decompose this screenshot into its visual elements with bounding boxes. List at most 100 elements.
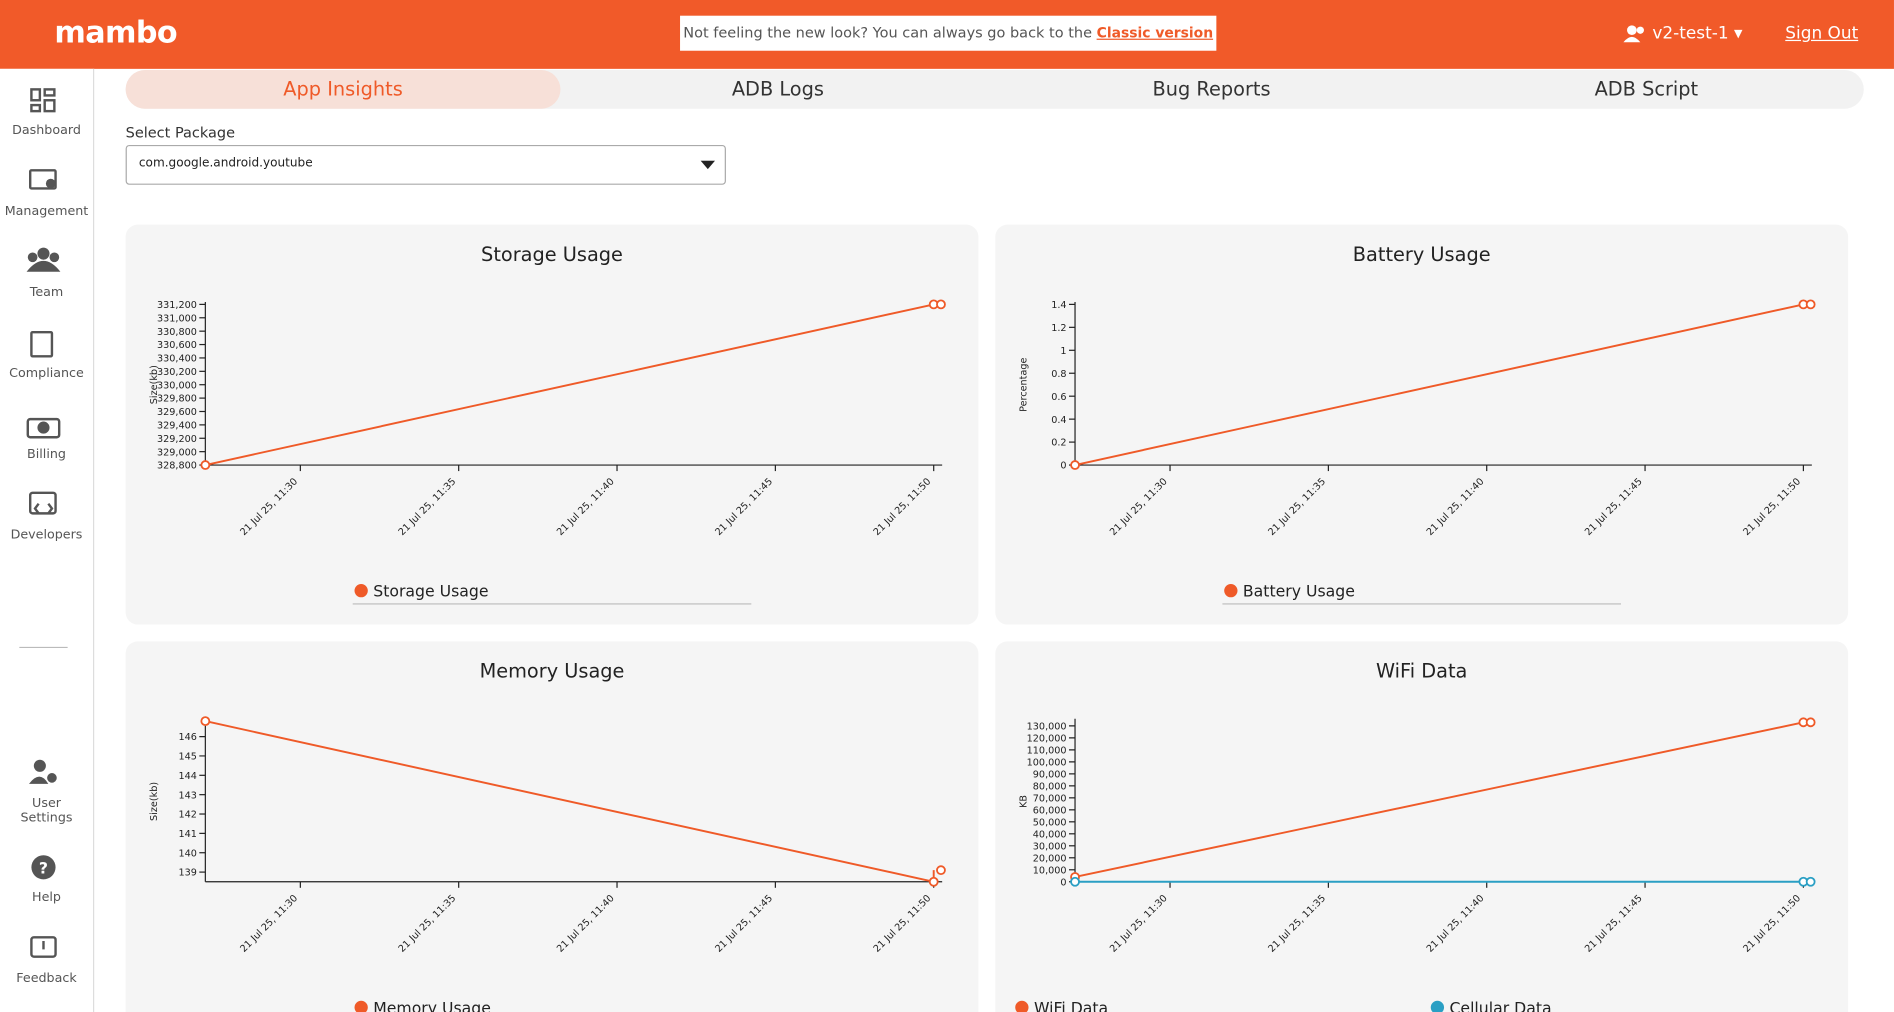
x-tick-label: 21 Jul 25, 11:30	[238, 476, 300, 538]
series-line	[1074, 303, 1804, 466]
y-axis-label: Percentage	[1019, 358, 1030, 412]
tab[interactable]: Bug Reports	[1152, 77, 1271, 101]
y-tick-label: 331,200	[157, 300, 197, 311]
sign-out[interactable]: Sign Out	[1785, 24, 1859, 44]
chart-card: Memory Usage Size(kb) 139 140 141 142 143 144 14…	[125, 641, 979, 1012]
nav-item[interactable]: Help	[32, 890, 61, 905]
y-axis-label: Size(kb)	[149, 365, 160, 404]
select-value: com.google.android.youtube	[138, 157, 313, 171]
select-label: Select Package	[125, 124, 236, 142]
tab[interactable]: App Insights	[125, 70, 561, 109]
nav-item[interactable]: Management	[4, 204, 89, 219]
tab[interactable]: ADB Logs	[731, 77, 824, 101]
nav-item[interactable]: Feedback	[16, 971, 77, 986]
classic-link[interactable]: Classic version	[1096, 24, 1214, 42]
data-point	[928, 876, 939, 887]
series-line	[205, 303, 934, 466]
y-tick-label: 30,000	[1033, 841, 1067, 852]
y-tick-label: 142	[178, 810, 196, 821]
chart-title: WiFi Data	[1376, 660, 1467, 683]
y-tick-label: 330,200	[157, 367, 197, 378]
y-tick-label: 329,600	[157, 407, 197, 418]
y-tick-label: 110,000	[1027, 746, 1067, 757]
data-point	[1805, 876, 1816, 887]
x-tick-label: 21 Jul 25, 11:35	[397, 893, 459, 955]
package-select[interactable]: com.google.android.youtube	[125, 144, 726, 185]
legend-marker	[1430, 1000, 1445, 1012]
x-tick-label: 21 Jul 25, 11:50	[872, 893, 934, 955]
y-tick-label: 0.8	[1051, 369, 1066, 380]
x-tick-label: 21 Jul 25, 11:40	[555, 893, 617, 955]
y-tick-label: 90,000	[1033, 769, 1067, 780]
logo[interactable]: mambo	[54, 14, 178, 50]
chart-title: Battery Usage	[1353, 243, 1491, 266]
tab[interactable]: ADB Script	[1594, 77, 1699, 101]
y-tick-label: 139	[178, 868, 196, 879]
y-axis-label: Size(kb)	[149, 782, 160, 821]
nav-item[interactable]: Billing	[27, 446, 66, 462]
y-tick-label: 120,000	[1027, 734, 1067, 745]
data-point	[1805, 299, 1816, 310]
y-tick-label: 1	[1060, 346, 1066, 357]
legend-marker	[354, 1000, 368, 1012]
y-tick-label: 0.2	[1051, 438, 1066, 449]
x-tick-label: 21 Jul 25, 11:40	[555, 476, 617, 538]
legend-label: WiFi Data	[1034, 998, 1108, 1012]
y-tick-label: 141	[178, 829, 196, 840]
y-tick-label: 330,000	[157, 380, 197, 391]
y-tick-label: 329,000	[157, 447, 197, 458]
data-point	[1805, 717, 1816, 728]
x-tick-label: 21 Jul 25, 11:30	[1108, 476, 1170, 538]
chart-card: Battery Usage Percentage 0 0.2 0.4 0.6 0.8 1 1.2…	[995, 224, 1849, 625]
y-tick-label: 329,200	[157, 434, 197, 445]
x-tick-label: 21 Jul 25, 11:40	[1425, 893, 1487, 955]
tab-bar: App Insights ADB Logs Bug Reports ADB Sc…	[125, 70, 1864, 109]
y-tick-label: 1.2	[1051, 323, 1066, 334]
y-tick-label: 146	[178, 732, 196, 743]
data-point	[200, 460, 211, 470]
y-tick-label: 328,800	[157, 461, 197, 472]
nav-item[interactable]: Team	[29, 285, 64, 300]
y-tick-label: 60,000	[1033, 805, 1067, 816]
x-tick-label: 21 Jul 25, 11:50	[1741, 476, 1803, 538]
y-tick-label: 0	[1060, 461, 1066, 472]
y-tick-label: 140	[178, 848, 196, 859]
header: mambo Not feeling the new look? You can …	[0, 0, 1894, 69]
x-tick-label: 21 Jul 25, 11:45	[1583, 476, 1645, 538]
sidebar-icons: ?	[19, 88, 68, 958]
chart-card: WiFi Data KB 0 10,000 20,000 30,000 40,000 50,0…	[995, 641, 1849, 1012]
nav-item[interactable]: Dashboard	[12, 123, 81, 138]
caret	[700, 160, 716, 170]
banner-text: Not feeling the new look? You can always…	[683, 24, 1092, 42]
x-tick-label: 21 Jul 25, 11:45	[713, 476, 775, 538]
y-tick-label: 0	[1060, 877, 1066, 888]
data-point	[200, 716, 211, 727]
sidebar: ? Dashboard Management Team Compliance B…	[0, 68, 95, 1012]
y-tick-label: 10,000	[1033, 865, 1067, 876]
chart: Battery Usage Percentage 0 0.2 0.4 0.6 0.8 1 1.2…	[1019, 243, 1816, 605]
y-tick-label: 143	[178, 790, 196, 801]
user-icon	[1623, 25, 1644, 43]
x-tick-label: 21 Jul 25, 11:45	[713, 893, 775, 955]
banner: Not feeling the new look? You can always…	[680, 15, 1217, 51]
y-tick-label: 50,000	[1033, 817, 1067, 828]
user-menu[interactable]: v2-test-1 ▾	[1652, 24, 1743, 44]
y-tick-label: 331,000	[157, 313, 197, 324]
chart: Storage Usage Size(kb) 328,800 329,000 329,2…	[149, 243, 946, 605]
data-point	[1070, 876, 1080, 887]
x-tick-label: 21 Jul 25, 11:35	[397, 476, 459, 538]
nav-item[interactable]: Developers	[10, 527, 83, 543]
y-tick-label: 145	[178, 752, 196, 763]
nav-item[interactable]: Compliance	[9, 365, 84, 381]
x-tick-label: 21 Jul 25, 11:50	[1741, 893, 1803, 955]
x-tick-label: 21 Jul 25, 11:50	[872, 476, 934, 538]
y-tick-label: 20,000	[1033, 853, 1067, 864]
legend-marker	[1015, 1000, 1029, 1012]
legend-marker	[354, 584, 368, 598]
chart-card: Storage Usage Size(kb) 328,800 329,000 329,2…	[125, 224, 979, 625]
nav-item[interactable]: User Settings	[20, 796, 73, 825]
x-tick-label: 21 Jul 25, 11:30	[238, 893, 300, 955]
legend-label: Battery Usage	[1243, 582, 1355, 601]
x-tick-label: 21 Jul 25, 11:40	[1425, 476, 1487, 538]
